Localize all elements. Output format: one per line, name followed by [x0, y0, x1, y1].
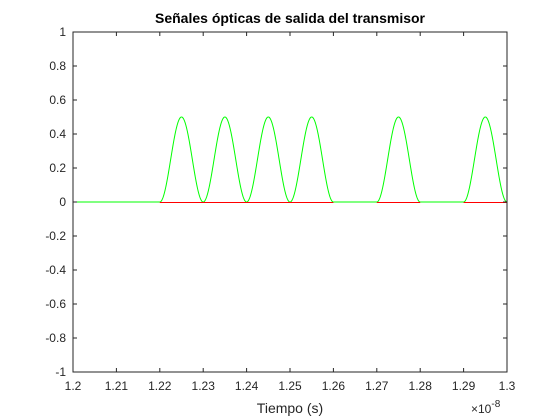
ticks-layer: 1.2 1.21 1.22 1.23 1.24 1.25 1.26 1.27 1.28 1.29 1…: [45, 25, 515, 393]
x-tick-label-0: 1.2: [65, 379, 82, 393]
x-tick-label-9: 1.29: [452, 379, 476, 393]
y-tick-label-6: -0.2: [45, 229, 66, 243]
y-tick-label-4: 0.2: [49, 161, 66, 175]
x-tick-label-3: 1.23: [192, 379, 216, 393]
y-tick-label-7: -0.4: [45, 263, 66, 277]
x-tick-label-1: 1.21: [105, 379, 129, 393]
x-tick-label-5: 1.25: [278, 379, 302, 393]
y-tick-label-0: 1: [59, 25, 66, 39]
x-tick-label-4: 1.24: [235, 379, 259, 393]
x-axis-multiplier: ×10-8: [471, 399, 501, 416]
x-tick-label-2: 1.22: [148, 379, 172, 393]
x-axis-multiplier-exponent: -8: [491, 399, 500, 410]
y-tick-label-2: 0.6: [49, 93, 66, 107]
chart-title: Señales ópticas de salida del transmisor: [155, 10, 426, 26]
y-tick-label-9: -0.8: [45, 331, 66, 345]
series-layer: [73, 116, 508, 203]
y-tick-label-1: 0.8: [49, 59, 66, 73]
y-tick-label-3: 0.4: [49, 127, 66, 141]
x-tick-label-7: 1.27: [365, 379, 389, 393]
x-tick-label-8: 1.28: [409, 379, 433, 393]
x-tick-label-6: 1.26: [322, 379, 346, 393]
y-tick-label-8: -0.6: [45, 297, 66, 311]
y-tick-label-5: 0: [59, 195, 66, 209]
x-tick-label-10: 1.3: [499, 379, 516, 393]
x-axis-label: Tiempo (s): [257, 400, 323, 416]
x-axis-multiplier-base: ×10: [471, 402, 492, 416]
y-tick-label-10: -1: [55, 365, 66, 379]
